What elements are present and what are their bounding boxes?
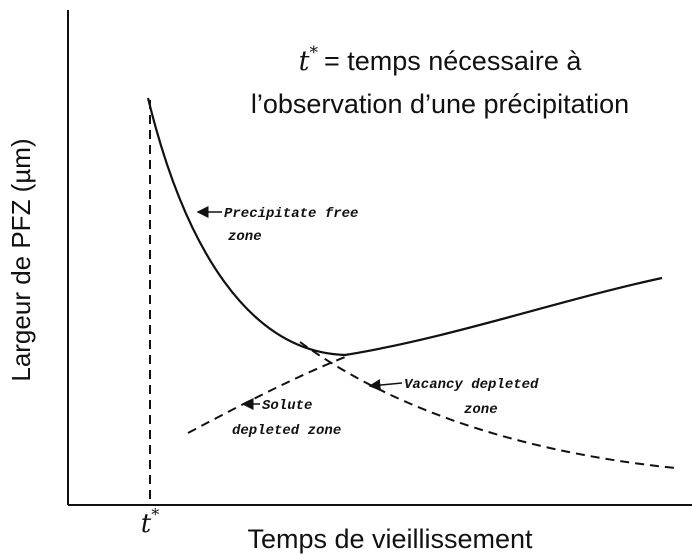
x-axis-label: Temps de vieillissement bbox=[247, 524, 533, 554]
pfz-curve bbox=[146, 97, 663, 357]
annotation: Vacancy depleted bbox=[404, 377, 539, 393]
superscript: * bbox=[151, 505, 159, 524]
annotation: Solute bbox=[262, 398, 312, 414]
solute-curve bbox=[187, 356, 346, 434]
annotation: zone bbox=[464, 402, 498, 418]
superscript: * bbox=[309, 43, 318, 63]
t-star-label: t* bbox=[141, 505, 159, 539]
y-axis-label: Largeur de PFZ (µm) bbox=[6, 138, 36, 381]
title-line-2: l’observation d’une précipitation bbox=[251, 89, 629, 119]
annotation: zone bbox=[228, 229, 262, 245]
vacancy-curve bbox=[299, 341, 676, 469]
symbol: t bbox=[299, 46, 310, 77]
annotation: depleted zone bbox=[232, 423, 341, 439]
symbol: t bbox=[141, 509, 152, 539]
annotation: Precipitate free bbox=[224, 206, 358, 222]
arrow bbox=[368, 379, 403, 391]
title-line-1: t* = temps nécessaire à bbox=[299, 43, 583, 77]
title-text: = temps nécessaire à bbox=[324, 46, 582, 76]
